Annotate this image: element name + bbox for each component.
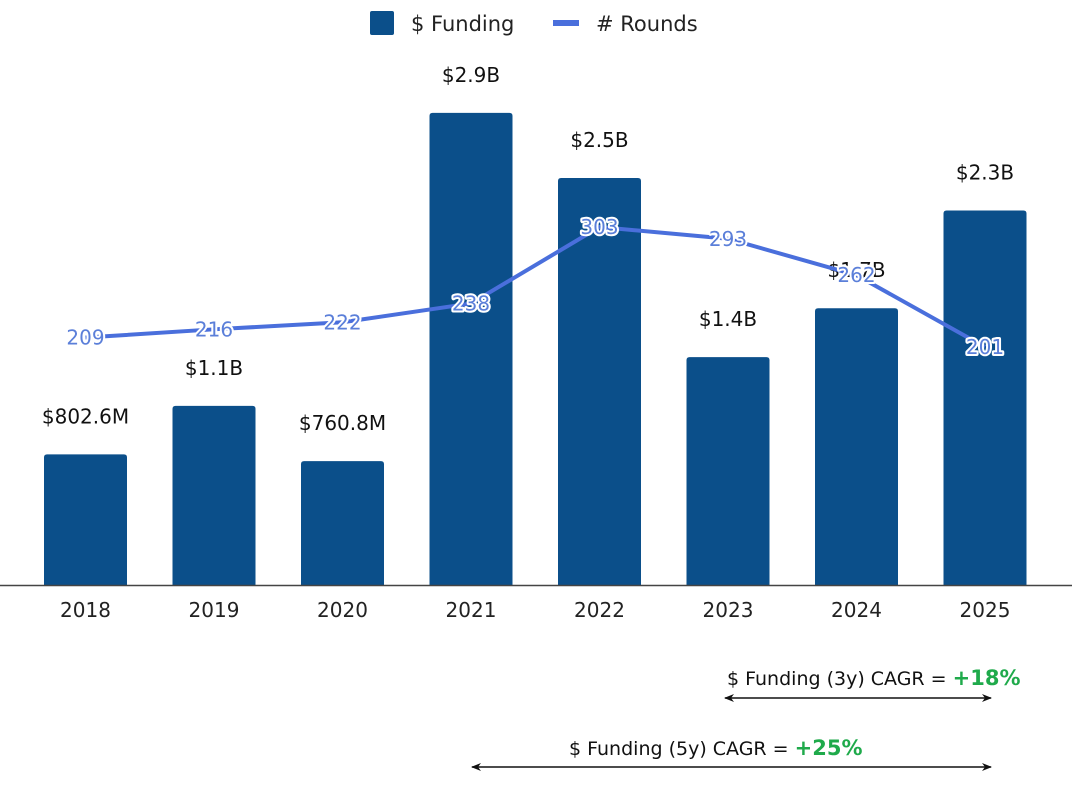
funding-label-2021: $2.9B <box>442 63 500 87</box>
legend-rounds-label: # Rounds <box>596 12 698 36</box>
rounds-label-2023: 293 <box>709 227 747 251</box>
funding-bar-2024 <box>815 308 898 585</box>
funding-bar-2020 <box>301 461 384 585</box>
funding-bar-2025 <box>943 210 1027 585</box>
rounds-label-2022: 303 <box>580 215 618 239</box>
x-tick-2025: 2025 <box>960 598 1011 622</box>
rounds-line <box>85 225 986 349</box>
cagr-5y-value: +25% <box>795 736 863 760</box>
x-tick-2024: 2024 <box>831 598 882 622</box>
funding-label-2019: $1.1B <box>185 356 243 380</box>
funding-bar-labels: $802.6M $1.1B $760.8M $2.9B $2.5B $1.4B $1.7B $… <box>40 61 1015 436</box>
legend-funding-swatch <box>370 11 394 35</box>
funding-bars <box>44 112 1027 585</box>
funding-label-2022: $2.5B <box>570 128 628 152</box>
rounds-label-2024: 262 <box>837 263 875 287</box>
funding-label-2020: $760.8M <box>299 411 386 435</box>
funding-bar-2021 <box>429 112 513 585</box>
x-tick-2021: 2021 <box>446 598 497 622</box>
x-tick-2023: 2023 <box>703 598 754 622</box>
cagr-3y-value: +18% <box>953 666 1021 690</box>
rounds-label-2020: 222 <box>323 310 361 334</box>
rounds-label-2019: 216 <box>195 317 233 341</box>
funding-bar-2018 <box>44 454 127 585</box>
funding-label-2025: $2.3B <box>956 161 1014 185</box>
legend-funding-label: $ Funding <box>411 12 514 36</box>
x-axis-tick-labels: 2018 2019 2020 2021 2022 2023 2024 2025 <box>60 598 1010 622</box>
legend: $ Funding # Rounds <box>370 11 698 36</box>
cagr-5y-text: $ Funding (5y) CAGR = <box>569 738 795 760</box>
cagr-3y-annotation: $ Funding (3y) CAGR = +18% <box>724 666 1021 702</box>
funding-bar-2023 <box>686 357 770 585</box>
x-tick-2022: 2022 <box>574 598 625 622</box>
x-tick-2018: 2018 <box>60 598 111 622</box>
funding-label-2024: $1.7B <box>827 258 885 282</box>
rounds-label-2021: 238 <box>452 291 490 315</box>
cagr-5y-annotation: $ Funding (5y) CAGR = +25% <box>471 736 992 771</box>
cagr-3y-text: $ Funding (3y) CAGR = <box>727 668 953 690</box>
funding-bar-2022 <box>558 178 641 585</box>
rounds-line-series: 209 216 222 238 303 293 262 201 <box>64 213 1006 361</box>
funding-label-2023: $1.4B <box>699 307 757 331</box>
x-tick-2020: 2020 <box>317 598 368 622</box>
legend-rounds-swatch <box>553 20 579 26</box>
rounds-label-2018: 209 <box>66 326 104 350</box>
funding-label-2018: $802.6M <box>42 404 129 428</box>
funding-bar-2019 <box>172 405 256 585</box>
x-tick-2019: 2019 <box>189 598 240 622</box>
rounds-label-2025: 201 <box>966 335 1004 359</box>
cagr-3y-label: $ Funding (3y) CAGR = +18% <box>727 666 1021 690</box>
cagr-5y-label: $ Funding (5y) CAGR = +25% <box>569 736 863 760</box>
